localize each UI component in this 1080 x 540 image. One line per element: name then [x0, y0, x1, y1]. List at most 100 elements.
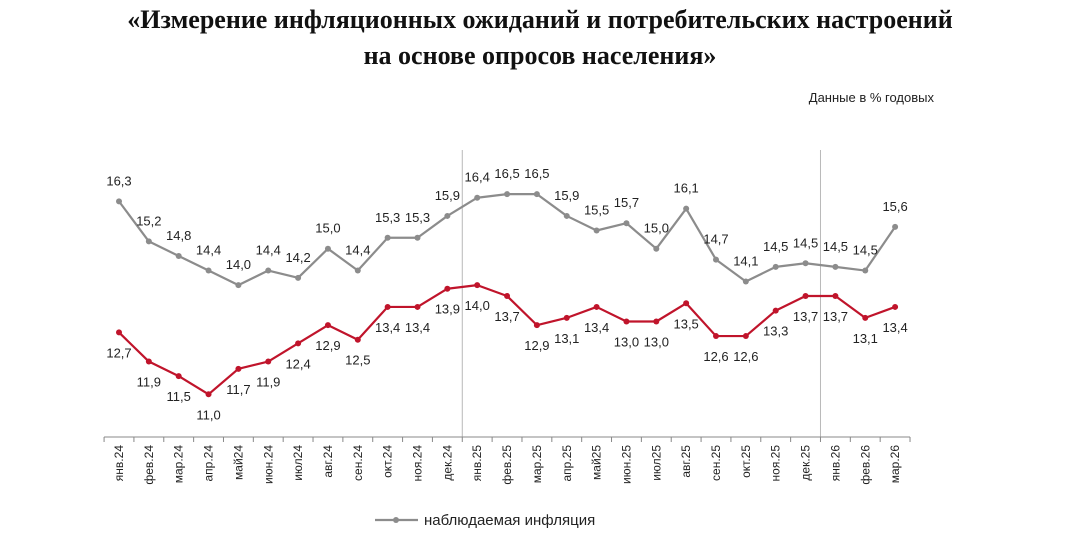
x-tick-label: июл24: [291, 445, 305, 481]
legend-observed-label: наблюдаемая инфляция: [424, 512, 595, 529]
observed-inflation-data-label: 15,3: [375, 210, 400, 225]
expected-inflation-data-label: 13,4: [375, 320, 400, 335]
observed-inflation-data-label: 15,5: [584, 203, 609, 218]
observed-inflation-data-label: 15,6: [882, 199, 907, 214]
expected-inflation-point: [713, 333, 719, 340]
x-tick-label: апр.24: [202, 445, 216, 482]
observed-inflation-point: [653, 245, 660, 252]
observed-inflation-point: [593, 227, 600, 234]
observed-inflation-point: [444, 212, 451, 219]
observed-inflation-data-label: 14,5: [823, 239, 848, 254]
x-tick-label: янв.26: [828, 445, 842, 482]
observed-inflation-data-label: 15,9: [554, 188, 579, 203]
expected-inflation-point: [683, 300, 690, 307]
units-note: Данные в % годовых: [808, 90, 934, 105]
observed-inflation-data-label: 16,3: [106, 173, 131, 188]
expected-inflation-point: [414, 303, 421, 310]
x-tick-label: мар.25: [530, 445, 544, 484]
expected-inflation-point: [892, 303, 899, 310]
observed-inflation-point: [474, 194, 481, 201]
x-tick-label: мар.26: [888, 445, 902, 484]
observed-inflation-data-label: 14,5: [793, 235, 818, 250]
observed-inflation-data-label: 14,1: [733, 253, 758, 268]
expected-inflation-data-label: 12,7: [106, 345, 131, 360]
observed-inflation-data-label: 14,5: [853, 243, 878, 258]
expected-inflation-data-label: 13,4: [584, 320, 609, 335]
observed-inflation-point: [295, 274, 302, 281]
observed-inflation-data-label: 14,7: [703, 232, 728, 247]
expected-inflation-point: [593, 303, 600, 310]
x-tick-label: сен.24: [351, 445, 365, 481]
expected-inflation-data-label: 13,1: [554, 331, 579, 346]
expected-inflation-point: [862, 314, 869, 321]
expected-inflation-data-label: 13,4: [882, 320, 907, 335]
expected-inflation-point: [145, 358, 152, 365]
x-tick-label: май25: [590, 445, 604, 480]
expected-inflation-data-label: 12,9: [524, 338, 549, 353]
observed-inflation-point: [862, 267, 869, 274]
observed-inflation-point: [533, 191, 540, 198]
x-tick-label: июл25: [649, 445, 663, 481]
expected-inflation-data-label: 13,0: [644, 335, 669, 350]
x-tick-label: июн.25: [619, 445, 633, 484]
observed-inflation-data-label: 15,3: [405, 210, 430, 225]
expected-inflation-data-label: 11,0: [196, 407, 220, 422]
observed-inflation-data-label: 15,2: [136, 213, 161, 228]
observed-inflation-data-label: 16,1: [673, 181, 698, 196]
x-tick-label: фев.25: [500, 445, 514, 485]
observed-inflation-point: [205, 267, 212, 274]
x-tick-label: авг.25: [679, 445, 693, 478]
observed-inflation-point: [713, 256, 719, 263]
observed-inflation-data-label: 14,8: [166, 228, 191, 243]
expected-inflation-data-label: 13,0: [614, 335, 639, 350]
observed-inflation-data-label: 16,5: [524, 166, 549, 181]
expected-inflation-data-label: 13,5: [673, 316, 698, 331]
x-tick-label: окт.25: [739, 445, 753, 478]
expected-inflation-point: [384, 303, 391, 310]
x-tick-label: май24: [231, 445, 245, 480]
chart-title: «Измерение инфляционных ожиданий и потре…: [0, 2, 1080, 74]
x-tick-label: авг.24: [321, 445, 335, 478]
legend-observed-marker: [393, 517, 399, 523]
observed-inflation-data-label: 16,5: [494, 166, 519, 181]
observed-inflation-point: [563, 212, 570, 219]
expected-inflation-data-label: 13,4: [405, 320, 430, 335]
observed-inflation-point: [504, 191, 511, 198]
expected-inflation-data-label: 13,1: [853, 331, 878, 346]
x-tick-label: дек.25: [799, 445, 813, 481]
x-tick-label: сен.25: [709, 445, 723, 481]
x-tick-label: мар.24: [172, 445, 186, 484]
expected-inflation-data-label: 11,7: [226, 382, 250, 397]
observed-inflation-point: [145, 238, 152, 245]
expected-inflation-line: [118, 284, 896, 396]
observed-inflation-data-label: 14,4: [256, 243, 281, 258]
expected-inflation-point: [533, 322, 540, 329]
expected-inflation-point: [175, 373, 182, 380]
expected-inflation-data-label: 12,6: [733, 349, 758, 364]
observed-inflation-point: [265, 267, 272, 274]
observed-inflation-data-label: 14,2: [285, 250, 310, 265]
x-tick-label: ноя.24: [411, 445, 425, 482]
observed-inflation-data-label: 15,9: [435, 188, 460, 203]
expected-inflation-data-label: 11,5: [167, 389, 191, 404]
expected-inflation-point: [295, 340, 302, 347]
observed-inflation-point: [832, 263, 839, 270]
x-tick-label: ноя.25: [769, 445, 783, 482]
expected-inflation-data-label: 13,9: [435, 302, 460, 317]
observed-inflation-data-label: 14,4: [196, 243, 221, 258]
expected-inflation-point: [324, 322, 331, 329]
observed-inflation-point: [742, 278, 749, 285]
expected-inflation-point: [444, 285, 451, 292]
observed-inflation-data-label: 16,4: [465, 170, 490, 185]
expected-inflation-point: [832, 293, 839, 300]
observed-inflation-point: [414, 234, 421, 241]
expected-inflation-point: [354, 336, 361, 343]
expected-inflation-point: [474, 282, 481, 289]
expected-inflation-data-label: 13,7: [823, 309, 848, 324]
expected-inflation-data-label: 12,6: [703, 349, 728, 364]
expected-inflation-point: [563, 314, 570, 321]
chart-title-line-1: «Измерение инфляционных ожиданий и потре…: [127, 5, 953, 34]
observed-inflation-point: [384, 234, 391, 241]
observed-inflation-data-label: 14,5: [763, 239, 788, 254]
